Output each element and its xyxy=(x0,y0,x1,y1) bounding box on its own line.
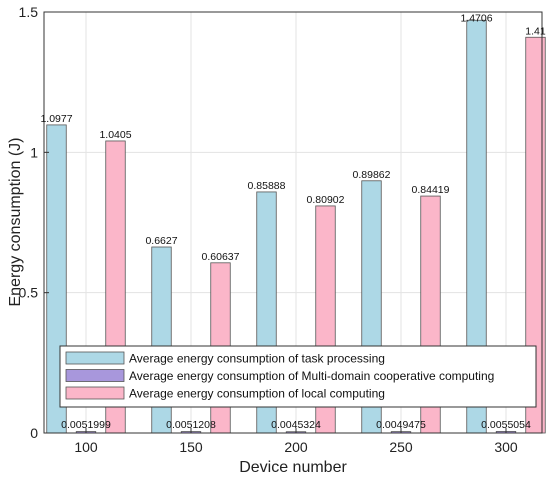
legend-swatch xyxy=(65,386,125,400)
plot-frame xyxy=(43,11,543,434)
data-label: 0.0051999 xyxy=(61,419,111,431)
legend-entry-label: Average energy consumption of Multi-doma… xyxy=(129,369,494,383)
data-label: 0.0051208 xyxy=(166,419,216,431)
y-tick-label: 1 xyxy=(30,144,38,160)
legend-swatch xyxy=(65,369,125,382)
data-label: 0.60637 xyxy=(202,251,240,263)
data-label: 0.0045324 xyxy=(271,419,321,431)
y-tick-label: 1.5 xyxy=(19,4,39,20)
data-label: 0.80902 xyxy=(307,194,345,206)
data-label: 1.41 xyxy=(525,25,546,37)
data-label: 1.0405 xyxy=(99,129,131,141)
y-tick-label: 0.5 xyxy=(19,285,39,301)
data-label: 0.0055054 xyxy=(481,419,531,431)
data-label: 0.0049475 xyxy=(376,419,426,431)
axis-ticks: 0 0.5 1 1.5 100 150 200 250 300 xyxy=(19,4,518,455)
data-label: 0.6627 xyxy=(145,235,177,247)
x-tick-label: 300 xyxy=(494,439,518,455)
x-tick-label: 200 xyxy=(284,439,308,455)
x-tick-label: 250 xyxy=(389,439,413,455)
legend-swatch xyxy=(65,351,125,365)
y-axis-label: Energy consumption (J) xyxy=(7,138,24,307)
data-label: 0.89862 xyxy=(353,169,391,181)
y-tick-label: 0 xyxy=(30,425,38,441)
legend: Average energy consumption of task proce… xyxy=(59,345,537,408)
data-labels: 1.0977 0.6627 0.85888 0.89862 1.4706 0.005199… xyxy=(40,12,545,431)
x-tick-label: 150 xyxy=(179,439,203,455)
x-tick-label: 100 xyxy=(74,439,98,455)
legend-entry-label: Average energy consumption of task proce… xyxy=(129,352,385,366)
legend-box xyxy=(59,345,537,408)
data-label: 0.84419 xyxy=(412,184,450,196)
x-axis-label: Device number xyxy=(239,459,347,476)
data-label: 1.0977 xyxy=(40,113,72,125)
legend-entry-label: Average energy consumption of local comp… xyxy=(129,387,385,401)
data-label: 0.85888 xyxy=(248,180,286,192)
data-label: 1.4706 xyxy=(460,12,492,24)
